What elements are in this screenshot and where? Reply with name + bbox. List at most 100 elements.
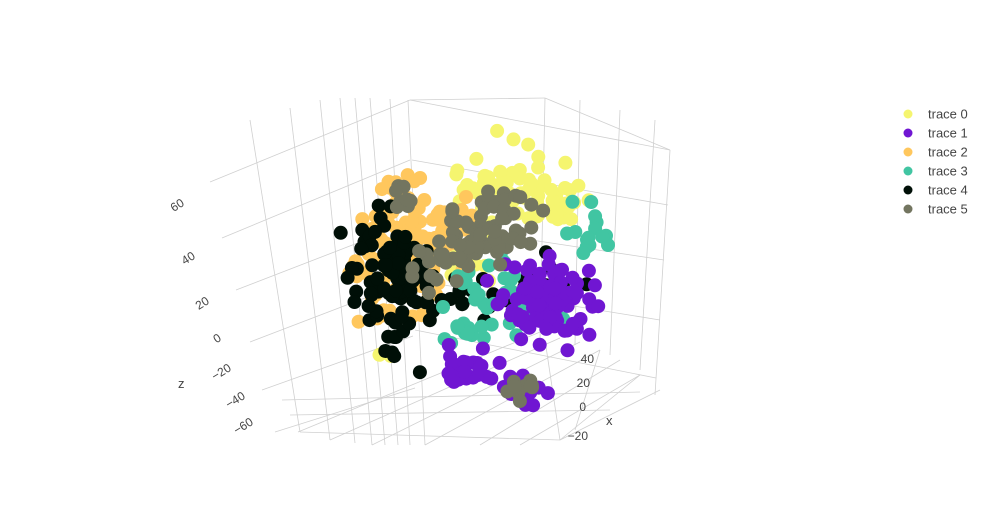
data-point[interactable] [422,254,436,269]
data-point[interactable] [435,248,450,262]
data-point[interactable] [487,224,502,239]
data-point[interactable] [473,227,487,242]
data-point[interactable] [347,295,362,309]
data-point[interactable] [512,394,527,409]
data-points[interactable] [333,123,615,413]
data-point[interactable] [532,266,547,281]
data-point[interactable] [441,338,456,352]
data-point[interactable] [507,379,522,394]
data-point[interactable] [450,319,465,334]
data-point[interactable] [415,229,430,244]
data-point[interactable] [355,212,370,227]
data-point[interactable] [493,164,508,179]
data-point[interactable] [349,284,364,299]
legend[interactable]: trace 0 trace 1 trace 2 trace 3 trace 4 trace… [903,107,968,217]
data-point[interactable] [560,226,575,241]
legend-item[interactable]: trace 3 [903,164,968,179]
data-point[interactable] [545,193,560,208]
data-point[interactable] [412,244,427,258]
data-point[interactable] [452,250,467,265]
data-point[interactable] [472,361,487,376]
data-point[interactable] [565,194,580,209]
data-point[interactable] [457,364,472,379]
data-point[interactable] [382,240,397,255]
data-point[interactable] [492,355,507,370]
data-point[interactable] [558,155,573,170]
data-point[interactable] [409,295,424,310]
data-point[interactable] [531,149,546,164]
data-point[interactable] [530,284,544,299]
data-point[interactable] [432,234,447,249]
data-point[interactable] [370,271,385,286]
data-point[interactable] [460,326,475,341]
data-point[interactable] [436,300,450,314]
data-point[interactable] [459,190,473,204]
data-point[interactable] [576,246,591,260]
data-point[interactable] [595,229,610,244]
data-point[interactable] [475,341,490,356]
data-point[interactable] [490,297,505,312]
data-point[interactable] [542,248,557,263]
data-point[interactable] [499,175,514,190]
data-point[interactable] [387,349,402,364]
legend-item[interactable]: trace 1 [903,126,968,141]
data-point[interactable] [536,203,551,218]
data-point[interactable] [446,374,461,389]
data-point[interactable] [497,271,512,286]
data-point[interactable] [445,204,460,219]
data-point[interactable] [565,316,580,331]
data-point[interactable] [403,193,418,208]
data-point[interactable] [506,206,521,221]
data-point[interactable] [361,299,376,313]
data-point[interactable] [469,151,484,166]
data-point[interactable] [571,178,586,193]
legend-item[interactable]: trace 2 [903,145,968,160]
data-point[interactable] [477,169,492,184]
data-point[interactable] [581,263,596,278]
data-point[interactable] [532,298,547,313]
data-point[interactable] [429,272,444,287]
data-point[interactable] [407,174,422,189]
data-point[interactable] [581,230,596,245]
data-point[interactable] [548,296,563,311]
data-point[interactable] [520,263,535,278]
data-point[interactable] [455,296,470,311]
data-point[interactable] [394,309,409,324]
data-point[interactable] [524,197,539,212]
data-point[interactable] [482,258,496,273]
data-point[interactable] [515,309,530,324]
data-point[interactable] [495,211,510,226]
data-point[interactable] [354,241,369,256]
data-point[interactable] [524,220,539,235]
data-point[interactable] [514,332,529,347]
data-point[interactable] [474,319,489,334]
data-point[interactable] [471,287,486,302]
data-point[interactable] [565,270,580,285]
data-point[interactable] [364,238,379,253]
data-point[interactable] [333,225,348,240]
data-point[interactable] [340,270,355,285]
data-point[interactable] [591,299,606,314]
data-point[interactable] [391,256,406,271]
data-point[interactable] [517,281,532,296]
data-point[interactable] [560,343,575,358]
data-point[interactable] [584,195,599,209]
data-point[interactable] [430,207,445,222]
data-point[interactable] [587,278,602,293]
data-point[interactable] [351,314,366,329]
data-point[interactable] [460,178,475,192]
data-point[interactable] [412,365,427,380]
data-point[interactable] [476,330,491,345]
data-point[interactable] [450,163,465,178]
data-point[interactable] [532,337,547,352]
data-point[interactable] [421,285,436,300]
data-point[interactable] [389,283,403,298]
data-point[interactable] [363,286,378,301]
data-point[interactable] [513,190,528,205]
data-point[interactable] [506,132,521,147]
data-point[interactable] [398,229,413,244]
data-point[interactable] [547,281,562,296]
data-point[interactable] [539,321,554,336]
data-point[interactable] [569,286,584,301]
